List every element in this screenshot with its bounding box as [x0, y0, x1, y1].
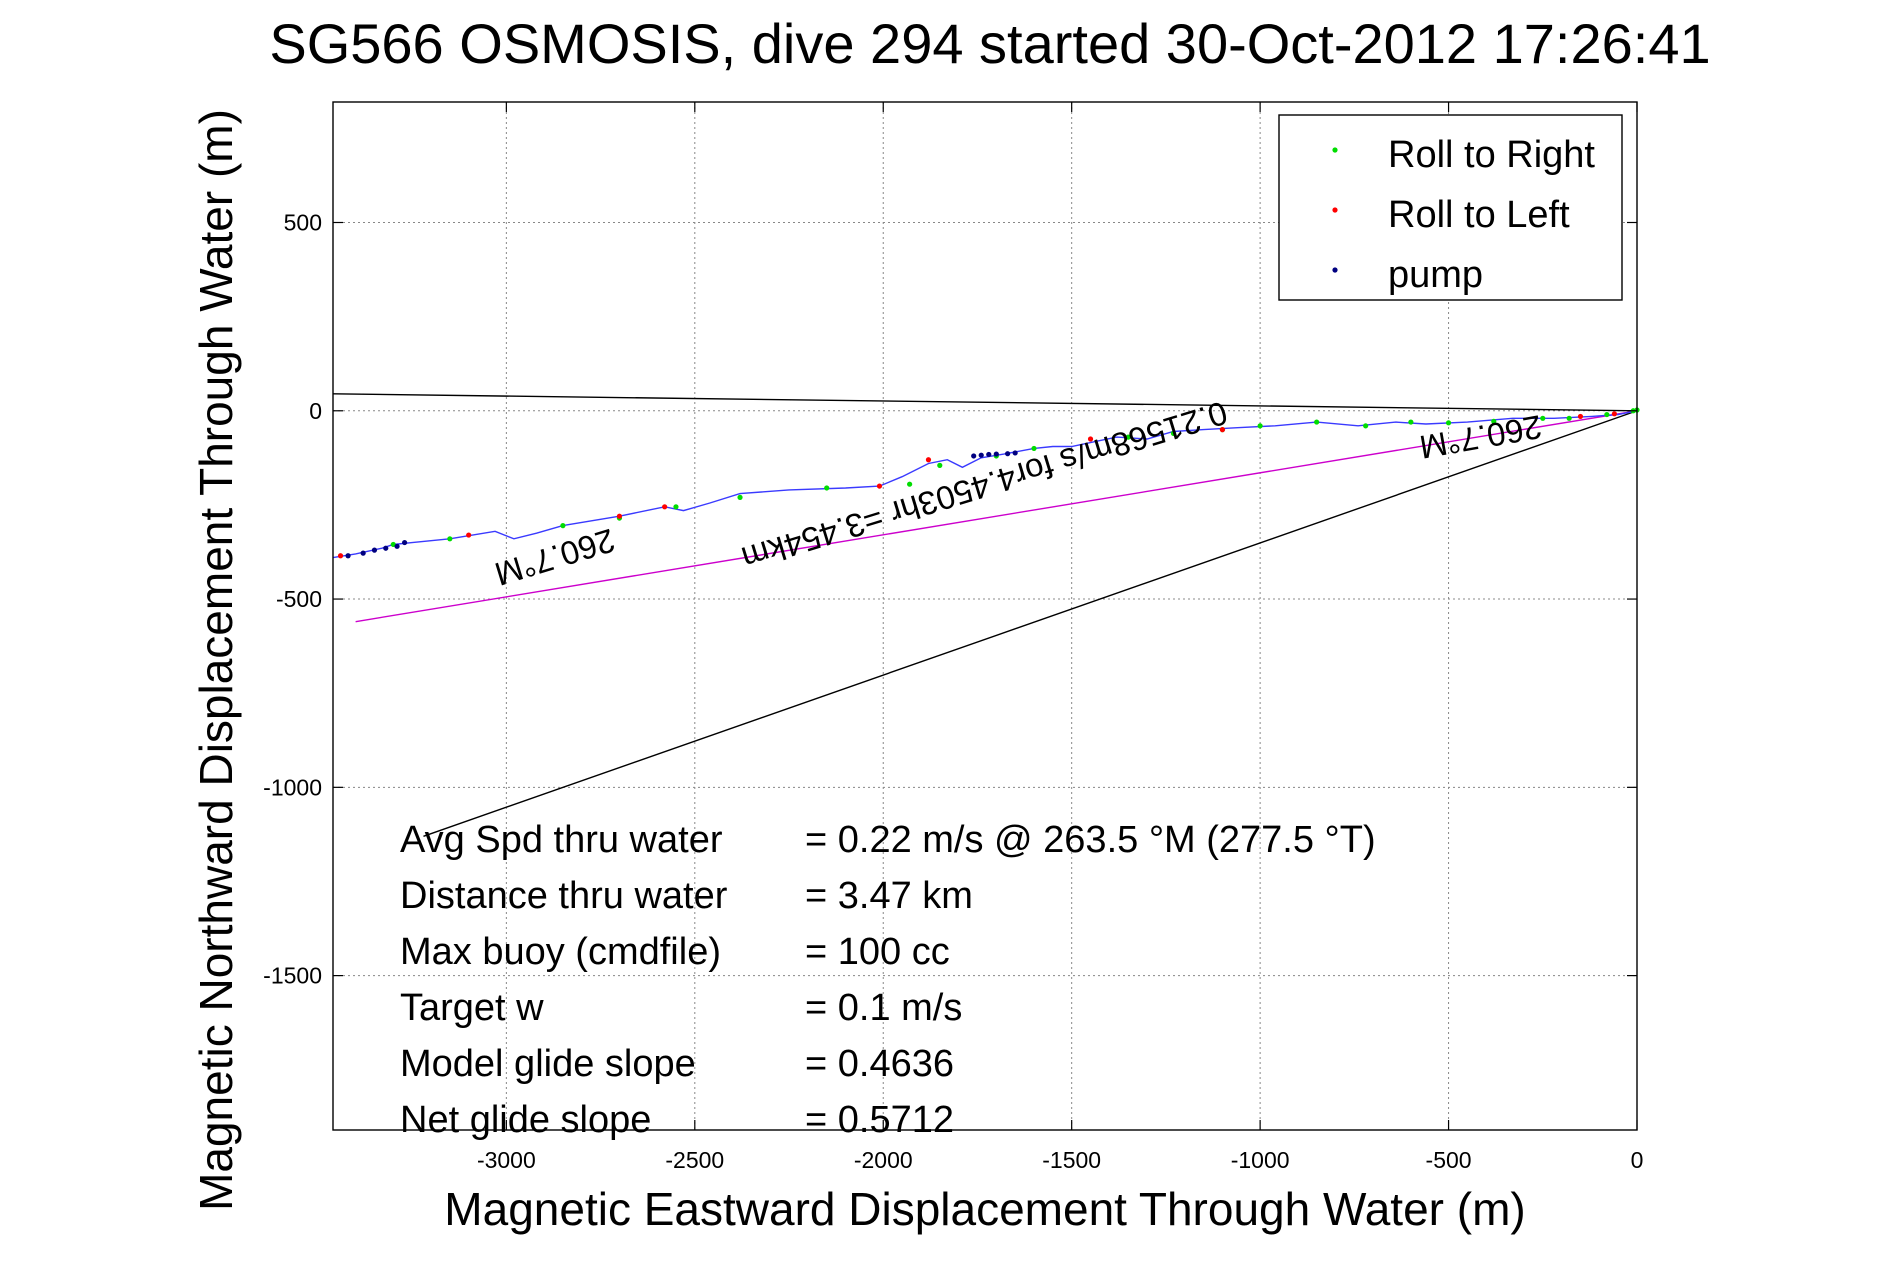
- legend-label: pump: [1388, 254, 1483, 296]
- pump-marker: [371, 547, 378, 553]
- pump-marker: [383, 545, 389, 551]
- stat-value: = 0.22 m/s @ 263.5 °M (277.5 °T): [805, 819, 1376, 861]
- roll-right-marker: [937, 462, 943, 468]
- stat-value: = 0.1 m/s: [805, 987, 962, 1029]
- roll-right-marker: [907, 481, 913, 487]
- pump-marker: [986, 451, 992, 458]
- roll-right-marker: [560, 523, 566, 529]
- stat-label: Target w: [400, 987, 544, 1029]
- stat-value: = 100 cc: [805, 931, 950, 973]
- pump-marker: [971, 453, 977, 459]
- roll-right-marker: [1408, 419, 1414, 425]
- roll-right-marker: [1363, 423, 1369, 429]
- stat-label: Distance thru water: [400, 875, 728, 917]
- plot-area-border: [332, 101, 1638, 1131]
- x-tick-label: -3000: [477, 1147, 536, 1173]
- stat-label: Avg Spd thru water: [400, 819, 723, 861]
- legend-marker: [1332, 267, 1338, 273]
- stat-label: Max buoy (cmdfile): [400, 931, 721, 973]
- roll-right-marker: [673, 504, 679, 510]
- axis-ticks: -3000 -2500 -2000 -1500 -1000 -500 0 500 0 -500 -1…: [263, 102, 1643, 1173]
- pump-marker: [345, 553, 351, 559]
- roll-left-marker: [616, 513, 623, 519]
- pump-marker: [993, 451, 999, 457]
- pump-marker: [394, 543, 400, 549]
- legend-marker: [1332, 207, 1338, 213]
- stat-label: Model glide slope: [400, 1043, 696, 1085]
- upper-ray: [332, 393, 1638, 412]
- pump-marker: [402, 539, 408, 546]
- y-tick-label: -1500: [263, 963, 322, 989]
- reference-lines: [332, 393, 1638, 837]
- stats-block: Avg Spd thru water = 0.22 m/s @ 263.5 °M …: [400, 819, 1376, 1141]
- lower-ray: [423, 410, 1638, 837]
- roll-right-marker: [824, 485, 830, 491]
- roll-right-marker: [1314, 419, 1320, 425]
- marker-layer: [337, 407, 1640, 559]
- roll-right-marker: [1540, 415, 1546, 421]
- chart-title: SG566 OSMOSIS, dive 294 started 30-Oct-2…: [269, 12, 1710, 75]
- y-tick-label: 500: [284, 209, 322, 235]
- stat-value: = 0.4636: [805, 1043, 954, 1085]
- stat-label: Net glide slope: [400, 1099, 651, 1141]
- x-tick-label: -2500: [665, 1147, 724, 1173]
- x-tick-label: -1500: [1042, 1147, 1101, 1173]
- roll-left-marker: [1577, 413, 1584, 420]
- pump-marker: [1012, 450, 1018, 456]
- pump-marker: [360, 550, 366, 556]
- roll-right-marker: [447, 536, 453, 542]
- track-layer: [332, 410, 1638, 559]
- x-tick-label: -1000: [1231, 1147, 1290, 1173]
- roll-right-marker: [1445, 420, 1452, 426]
- legend-marker: [1332, 147, 1338, 153]
- roll-left-marker: [1219, 427, 1226, 433]
- roll-right-marker: [1257, 423, 1263, 429]
- legend-label: Roll to Left: [1388, 194, 1570, 236]
- roll-left-marker: [876, 483, 883, 489]
- y-tick-label: -500: [276, 586, 322, 612]
- pump-marker: [978, 452, 984, 458]
- x-tick-label: -500: [1426, 1147, 1472, 1173]
- roll-left-marker: [1611, 411, 1617, 417]
- legend: Roll to Right Roll to Left pump: [1278, 114, 1623, 301]
- roll-right-marker: [1031, 445, 1037, 452]
- track-line: [332, 410, 1638, 559]
- roll-right-marker: [737, 494, 743, 500]
- x-axis-label: Magnetic Eastward Displacement Through W…: [444, 1183, 1525, 1235]
- roll-left-marker: [925, 457, 932, 463]
- stat-value: = 3.47 km: [805, 875, 973, 917]
- roll-right-marker: [1170, 430, 1177, 436]
- roll-right-marker: [1604, 411, 1610, 418]
- roll-left-marker: [1087, 436, 1094, 442]
- legend-label: Roll to Right: [1388, 134, 1595, 176]
- roll-left-marker: [662, 504, 668, 510]
- avg-velocity-line: [355, 410, 1638, 623]
- roll-right-marker: [1566, 415, 1572, 421]
- roll-left-marker: [337, 553, 344, 559]
- y-tick-label: -1000: [263, 774, 322, 800]
- roll-right-marker: [1125, 434, 1131, 440]
- x-tick-label: 0: [1631, 1147, 1644, 1173]
- x-tick-label: -2000: [854, 1147, 913, 1173]
- y-axis-label: Magnetic Northward Displacement Through …: [190, 109, 242, 1211]
- roll-right-marker: [1491, 418, 1497, 424]
- y-tick-label: 0: [309, 398, 322, 424]
- roll-left-marker: [466, 532, 472, 538]
- grid-lines: [333, 102, 1637, 1130]
- stat-value: = 0.5712: [805, 1099, 954, 1141]
- pump-marker: [1005, 451, 1011, 457]
